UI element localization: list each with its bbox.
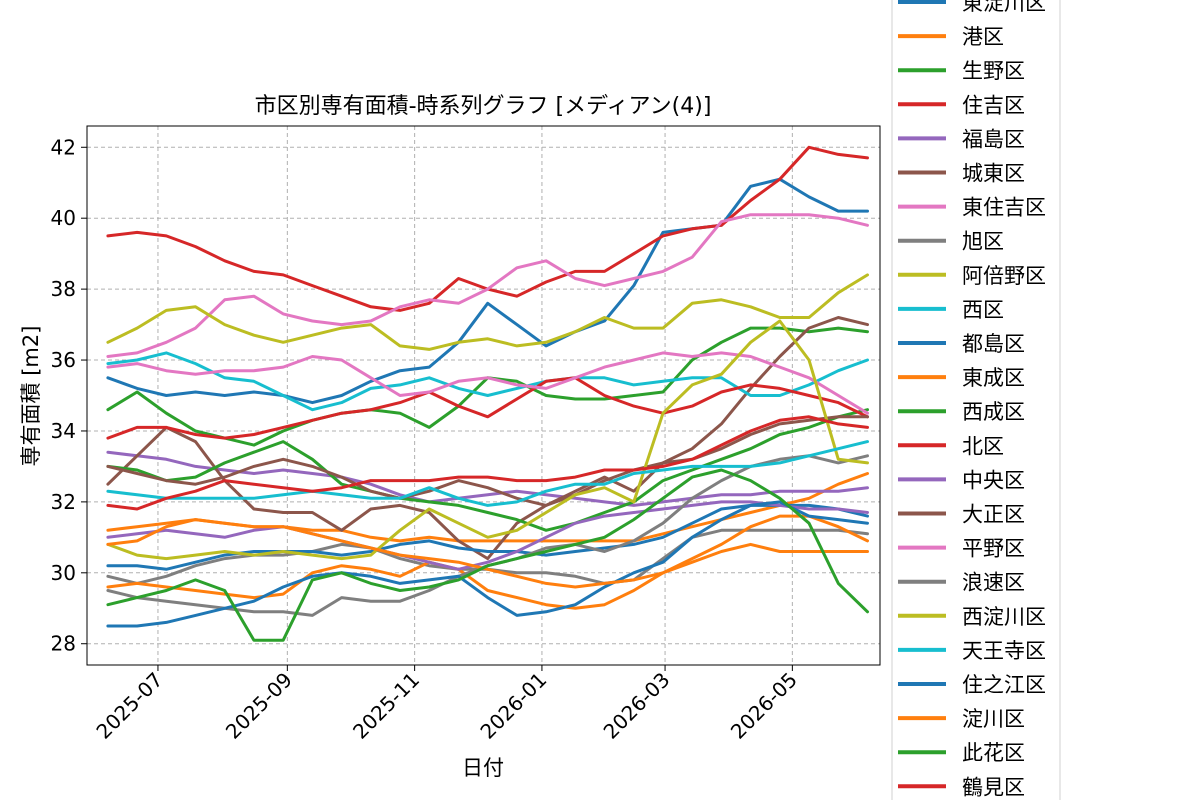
y-tick-label: 40 (51, 206, 76, 230)
series-line-22 (106, 518, 869, 589)
legend-label: 阿倍野区 (962, 264, 1046, 288)
series-line-24 (106, 415, 869, 511)
legend-label: 港区 (962, 25, 1004, 49)
series-line-9 (106, 273, 869, 351)
x-tick-label: 2026-05 (726, 668, 802, 744)
legend-label: 西成区 (962, 400, 1025, 424)
chart-title: 市区別専有面積-時系列グラフ [メディアン(4)] (255, 94, 712, 119)
x-tick-label: 2025-07 (91, 668, 167, 744)
x-axis-title: 日付 (462, 756, 504, 780)
y-tick-label: 30 (51, 561, 76, 585)
series-line-16 (106, 415, 869, 507)
legend-label: 東住吉区 (962, 196, 1046, 220)
series-line-13 (106, 408, 869, 532)
legend-label: 大正区 (962, 503, 1025, 527)
legend-label: 天王寺区 (962, 639, 1046, 663)
y-tick-label: 38 (51, 277, 76, 301)
y-axis-title: 専有面積 [m2] (19, 326, 43, 467)
series-line-6 (106, 316, 869, 561)
legend-label: 城東区 (962, 162, 1025, 186)
legend-label: 平野区 (962, 537, 1025, 561)
series-line-7 (106, 213, 869, 358)
series-line-20 (106, 440, 869, 507)
legend-label: 西淀川区 (962, 605, 1046, 629)
x-tick-label: 2025-09 (221, 668, 297, 744)
y-tick-label: 42 (51, 135, 76, 159)
legend-label: 中央区 (962, 468, 1025, 492)
series-line-17 (106, 351, 869, 415)
series-line-1 (106, 177, 869, 405)
series-line-15 (106, 500, 869, 571)
series-line-10 (106, 351, 869, 412)
legend-label: 淀川区 (962, 707, 1025, 731)
y-tick-label: 32 (51, 490, 76, 514)
legend-label: 住吉区 (962, 93, 1025, 117)
y-tick-label: 34 (51, 419, 76, 443)
legend-label: 住之江区 (962, 673, 1046, 697)
series-line-14 (106, 376, 869, 440)
legend: 東淀川区港区生野区住吉区福島区城東区東住吉区旭区阿倍野区西区都島区東成区西成区北… (891, 0, 1061, 800)
plot-frame (86, 125, 881, 666)
legend-label: 旭区 (962, 230, 1004, 254)
legend-label: 鶴見区 (962, 775, 1025, 799)
legend-label: 浪速区 (962, 571, 1025, 595)
legend-label: 此花区 (962, 741, 1025, 765)
legend-label: 福島区 (962, 127, 1025, 151)
series-line-5 (106, 450, 869, 507)
legend-label: 生野区 (962, 59, 1025, 83)
legend-box (891, 0, 1061, 800)
series-line-4 (106, 145, 869, 312)
legend-label: 東成区 (962, 366, 1025, 390)
legend-label: 東淀川区 (962, 0, 1046, 15)
x-tick-label: 2026-01 (475, 668, 551, 744)
x-tick-label: 2025-11 (348, 668, 424, 744)
series-line-23 (106, 468, 869, 642)
legend-label: 西区 (962, 298, 1004, 322)
y-tick-label: 36 (51, 348, 76, 372)
series-line-12 (106, 514, 869, 610)
x-tick-label: 2026-03 (599, 668, 675, 744)
series-line-19 (106, 319, 869, 561)
plot-area: 28 30 32 34 36 38 40 42 2025-07 2025-09 2025-11 202… (51, 125, 881, 744)
legend-label: 都島区 (962, 332, 1025, 356)
y-tick-label: 28 (51, 632, 76, 656)
legend-label: 北区 (962, 434, 1004, 458)
